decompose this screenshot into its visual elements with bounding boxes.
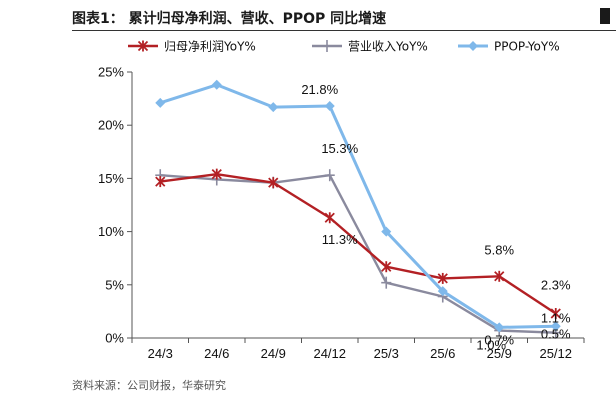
legend-marker (468, 41, 478, 51)
series-line (160, 172, 557, 315)
y-tick-label: 5% (105, 277, 124, 292)
data-point (381, 261, 392, 273)
legend-marker (137, 40, 149, 52)
source-note: 资料来源：公司财报，华泰研究 (72, 379, 226, 392)
data-label: 15.3% (321, 141, 358, 156)
series-ppop-yoy (155, 79, 561, 333)
x-tick-label: 25/6 (430, 346, 455, 361)
data-point (550, 321, 561, 332)
data-label: 5.8% (484, 242, 514, 257)
x-tick-label: 24/3 (148, 346, 173, 361)
data-label: 1.1% (541, 310, 571, 325)
data-point (324, 169, 335, 182)
data-point (268, 102, 279, 113)
data-point (494, 322, 505, 333)
data-label: 21.8% (301, 82, 338, 97)
x-tick-label: 25/9 (487, 346, 512, 361)
data-point (437, 272, 448, 284)
data-point (155, 176, 166, 188)
y-tick-label: 20% (98, 118, 124, 133)
chart-legend: 归母净利润YoY% 营业收入YoY% PPOP-YoY% (128, 40, 560, 54)
data-label: 0.5% (541, 327, 571, 342)
data-label: 2.3% (541, 278, 571, 293)
series-yoy (155, 168, 561, 320)
y-tick-label: 25% (98, 65, 124, 80)
data-label: 11.3% (322, 232, 358, 247)
x-tick-label: 24/9 (261, 346, 286, 361)
series-line (160, 174, 556, 334)
x-tick-label: 24/6 (204, 346, 229, 361)
data-point (550, 308, 561, 320)
legend-label: PPOP-YoY% (494, 40, 560, 54)
data-point (381, 276, 392, 289)
data-point (494, 270, 505, 282)
chart-series (155, 79, 561, 339)
legend-item-ppop-yoy: PPOP-YoY% (458, 40, 560, 54)
data-point (268, 177, 279, 189)
y-tick-label: 10% (98, 224, 124, 239)
series-yoy (155, 169, 561, 339)
y-tick-label: 15% (98, 171, 124, 186)
x-tick-label: 24/12 (313, 346, 346, 361)
series-line (159, 83, 556, 329)
legend-label: 营业收入YoY% (348, 40, 428, 54)
legend-item-yoy: 归母净利润YoY% (128, 40, 256, 54)
chart-axes: 0% 5% 10% 15% 20% 25% 24/3 24/6 24/9 24/12 25/3 25/… (98, 65, 585, 361)
data-point (324, 212, 335, 224)
data-point (381, 226, 392, 237)
legend-label: 归母净利润YoY% (164, 40, 256, 54)
chart-annotations: 21.8% 15.3% 11.3% 5.8% 1.0%0.7% 2.3% 1.1% 0.5% (301, 82, 571, 352)
y-tick-label: 0% (105, 331, 124, 346)
data-point (324, 101, 335, 112)
data-point (155, 97, 166, 108)
figure-title: 图表1： 累计归母净利润、营收、PPOP 同比增速 (72, 11, 387, 27)
x-tick-label: 25/3 (374, 346, 399, 361)
data-point (211, 79, 222, 90)
legend-item-yoy: 营业收入YoY% (312, 40, 428, 54)
data-point (437, 286, 448, 297)
adjacent-figure-edge (600, 8, 610, 24)
x-tick-label: 25/12 (539, 346, 572, 361)
title-divider (72, 30, 616, 31)
legend-marker (322, 40, 332, 52)
data-label: 0.7% (484, 333, 514, 348)
data-label: 1.0% (476, 337, 506, 352)
data-point (211, 168, 222, 180)
